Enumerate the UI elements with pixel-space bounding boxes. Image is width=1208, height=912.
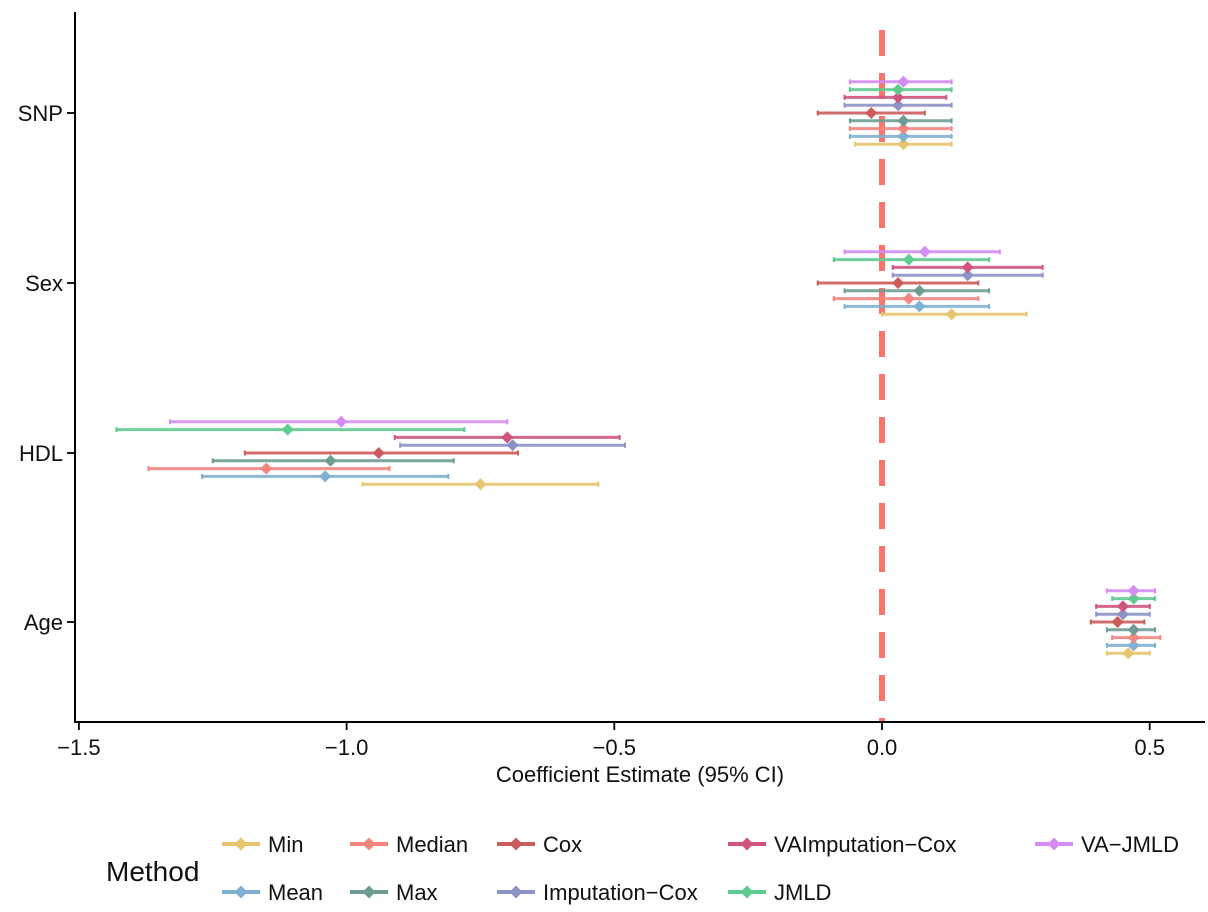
point-min-sex [946, 308, 958, 320]
y-tick-label: HDL [19, 441, 63, 466]
point-cox-snp [865, 107, 877, 119]
legend-label-min: Min [268, 832, 303, 857]
point-vaimputation-cox-sex [962, 261, 974, 273]
legend-key-marker-vaimputation-cox [741, 838, 754, 851]
legend: Min Median Cox VAImputation−Cox VA−JMLD Mean M… [222, 832, 1179, 905]
point-jmld-sex [903, 254, 915, 266]
point-median-sex [903, 293, 915, 305]
plot-area [116, 30, 1160, 722]
point-max-sex [913, 285, 925, 297]
point-cox-hdl [373, 447, 385, 459]
axes: −1.5 −1.0 −0.5 0.0 0.5 Age HDL Sex SNP [18, 12, 1205, 760]
legend-label-va-jmld: VA−JMLD [1081, 832, 1179, 857]
x-tick-label: −1.5 [57, 735, 100, 760]
legend-key-marker-imputation-cox [510, 886, 523, 899]
legend-label-imputation-cox: Imputation−Cox [543, 880, 698, 905]
point-va-jmld-hdl [335, 416, 347, 428]
point-mean-hdl [319, 470, 331, 482]
y-tick-label: SNP [18, 101, 63, 126]
point-max-snp [897, 115, 909, 127]
legend-key-marker-cox [510, 838, 523, 851]
y-tick-label: Sex [25, 271, 63, 296]
legend-key-marker-median [363, 838, 376, 851]
y-tick-label: Age [24, 610, 63, 635]
point-min-hdl [474, 478, 486, 490]
x-tick-label: −1.0 [325, 735, 368, 760]
legend-label-median: Median [396, 832, 468, 857]
x-tick-label: 0.5 [1134, 735, 1165, 760]
legend-label-vaimputation-cox: VAImputation−Cox [774, 832, 956, 857]
x-tick-label: 0.0 [867, 735, 898, 760]
point-va-jmld-age [1128, 585, 1140, 597]
legend-key-marker-jmld [741, 886, 754, 899]
point-median-hdl [260, 463, 272, 475]
legend-key-marker-max [363, 886, 376, 899]
legend-key-marker-mean [235, 886, 248, 899]
legend-label-mean: Mean [268, 880, 323, 905]
point-jmld-hdl [282, 424, 294, 436]
point-max-hdl [325, 455, 337, 467]
legend-label-cox: Cox [543, 832, 582, 857]
x-axis-title: Coefficient Estimate (95% CI) [496, 762, 784, 787]
point-va-jmld-sex [919, 246, 931, 258]
point-mean-sex [913, 300, 925, 312]
legend-label-max: Max [396, 880, 438, 905]
point-vaimputation-cox-age [1117, 600, 1129, 612]
point-cox-sex [892, 277, 904, 289]
legend-key-marker-va-jmld [1048, 838, 1061, 851]
point-max-age [1128, 624, 1140, 636]
legend-title: Method [106, 856, 199, 887]
legend-key-marker-min [235, 838, 248, 851]
legend-label-jmld: JMLD [774, 880, 831, 905]
x-tick-label: −0.5 [593, 735, 636, 760]
